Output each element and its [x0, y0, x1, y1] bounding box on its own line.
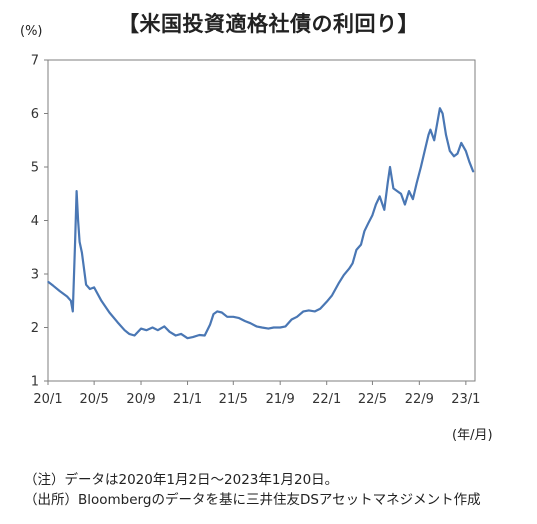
x-tick-label: 21/9 — [266, 392, 295, 407]
x-tick-label: 21/1 — [173, 392, 202, 407]
plot-area-frame — [47, 59, 476, 382]
y-tick-label: 1 — [31, 375, 39, 390]
y-tick-label: 3 — [31, 268, 39, 283]
x-tick-label: 22/1 — [312, 392, 341, 407]
yield-series-line — [47, 107, 475, 340]
x-axis-ticks: 20/1 20/5 20/9 21/1 21/5 21/9 22/1 22/5 22/9 23/1 — [33, 381, 480, 407]
y-tick-label: 5 — [31, 161, 39, 176]
x-tick-label: 20/5 — [80, 392, 109, 407]
x-tick-label: 22/9 — [405, 392, 434, 407]
x-tick-label: 20/1 — [33, 392, 62, 407]
x-tick-label: 23/1 — [451, 392, 480, 407]
x-tick-label: 20/9 — [126, 392, 155, 407]
line-chart: 1 2 3 4 5 6 7 20/1 20/5 20/9 21/1 21/5 21/9 22/1 22/5… — [31, 54, 481, 408]
y-tick-label: 7 — [31, 54, 39, 69]
x-tick-label: 22/5 — [358, 392, 387, 407]
x-tick-label: 21/5 — [219, 392, 248, 407]
x-axis-unit-label: (年/月) — [452, 428, 493, 443]
note-source: （出所）Bloombergのデータを基に三井住友DSアセットマネジメント作成 — [24, 492, 481, 508]
y-tick-label: 2 — [31, 321, 39, 336]
y-axis-unit-label: (%) — [20, 24, 43, 39]
y-tick-label: 6 — [31, 107, 39, 122]
footnotes: （注）データは2020年1月2日～2023年1月20日。 （出所）Bloombe… — [24, 470, 481, 510]
y-axis-ticks: 1 2 3 4 5 6 7 — [31, 54, 48, 390]
chart-title: 【米国投資適格社債の利回り】 — [118, 12, 419, 36]
y-tick-label: 4 — [31, 214, 39, 229]
note-period: （注）データは2020年1月2日～2023年1月20日。 — [24, 472, 339, 488]
